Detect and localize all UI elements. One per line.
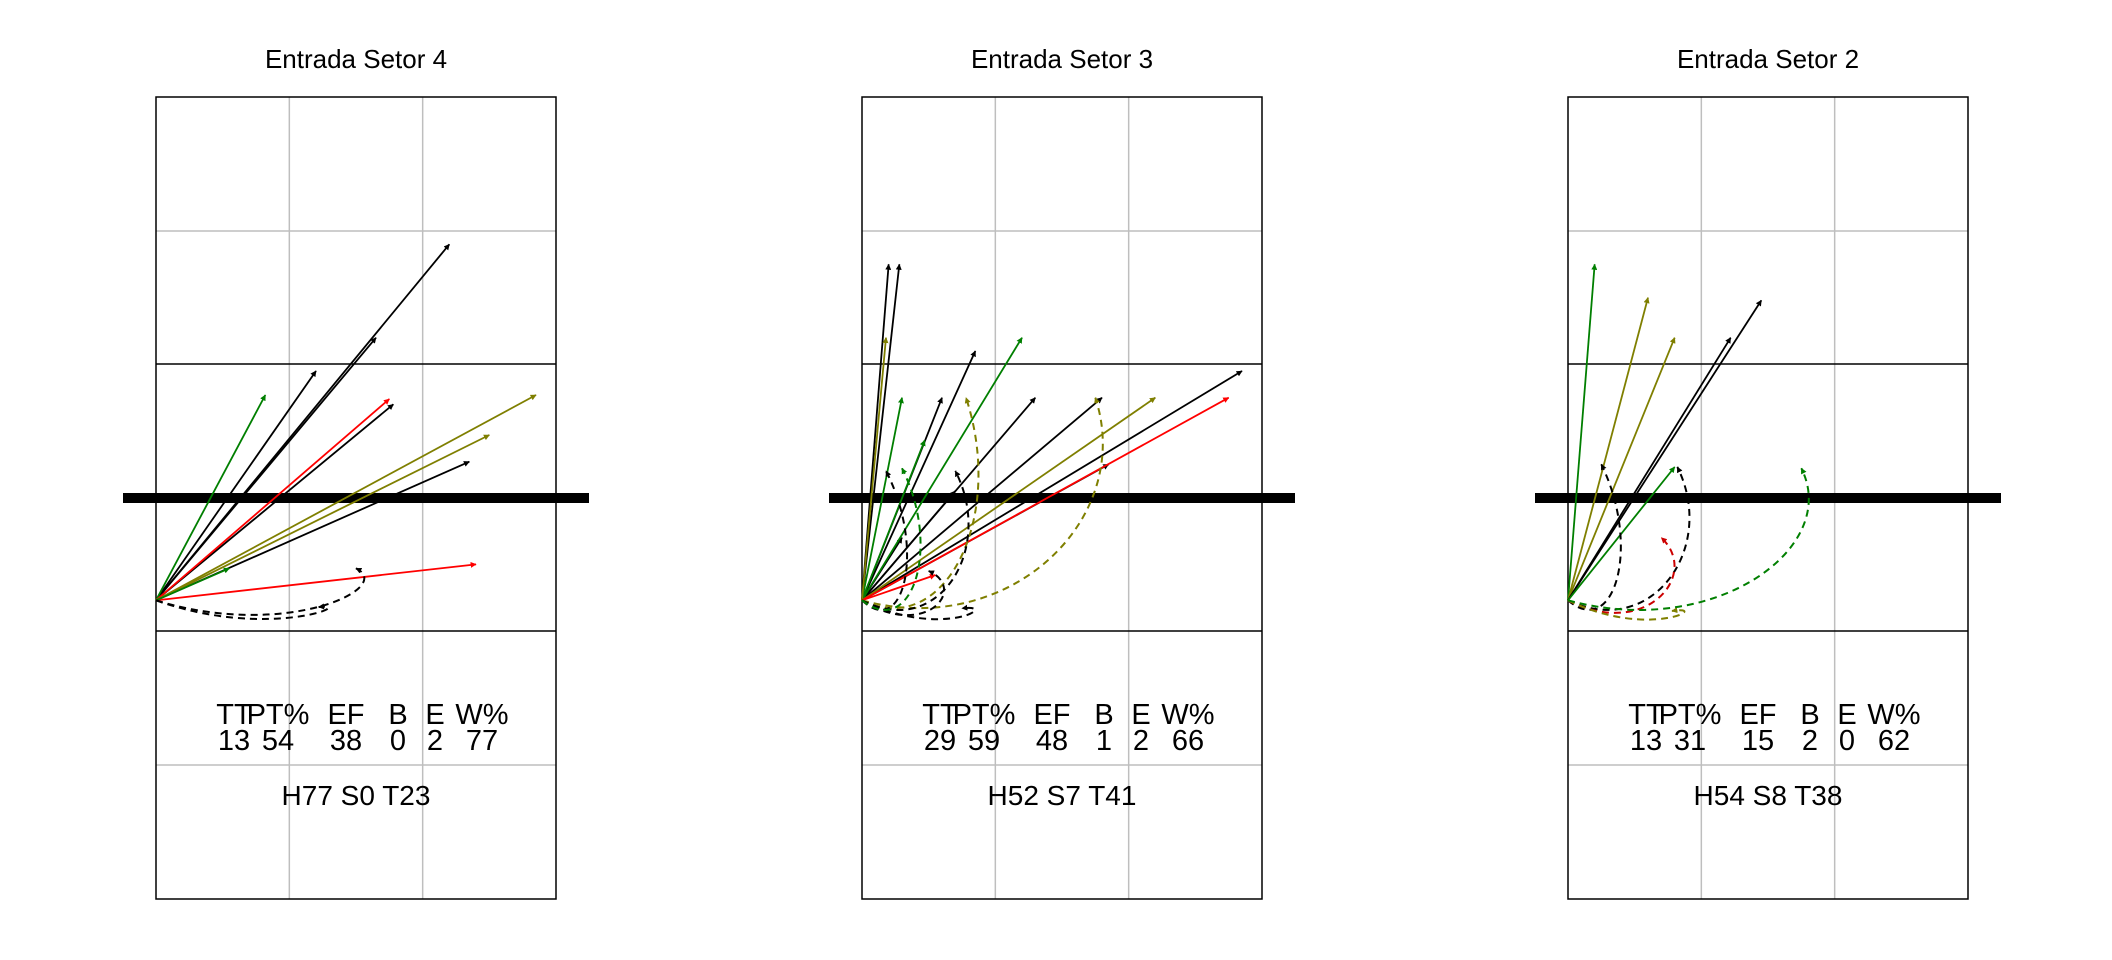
stat-value: 13 xyxy=(218,725,250,757)
stat-value: 59 xyxy=(968,725,1000,757)
panel-footer: H52 S7 T41 xyxy=(988,780,1137,811)
trajectory-arrow xyxy=(861,350,977,601)
trajectory-arrow xyxy=(861,490,957,601)
panel-footer: H54 S8 T38 xyxy=(1694,780,1843,811)
stat-header: B xyxy=(388,699,407,731)
stat-value: 54 xyxy=(262,725,294,757)
stat-value: 2 xyxy=(1133,725,1149,757)
stat-value: 13 xyxy=(1630,725,1662,757)
stat-value: 62 xyxy=(1878,725,1910,757)
stat-value: 0 xyxy=(1839,725,1855,757)
trajectory-arrow-dashed xyxy=(1567,463,1622,611)
stat-header: EF xyxy=(327,699,364,731)
stat-value: 38 xyxy=(330,725,362,757)
stat-value: 2 xyxy=(1802,725,1818,757)
stat-header: B xyxy=(1094,699,1113,731)
stat-header: TT xyxy=(1628,699,1664,731)
trajectory-arrow xyxy=(1567,337,1676,601)
stat-header: E xyxy=(1837,699,1856,731)
panel-title: Entrada Setor 2 xyxy=(1677,44,1859,74)
trajectory-arrow-dashed xyxy=(1567,466,1691,611)
trajectory-arrow xyxy=(861,370,1243,602)
stat-header: W% xyxy=(1867,699,1920,731)
stat-header: W% xyxy=(1161,699,1214,731)
stat-value: 1 xyxy=(1096,725,1112,757)
stat-header: TT xyxy=(216,699,252,731)
trajectory-arrow xyxy=(861,397,904,601)
stat-value: 48 xyxy=(1036,725,1068,757)
stat-header: B xyxy=(1800,699,1819,731)
stat-value: 15 xyxy=(1742,725,1774,757)
stat-header: E xyxy=(425,699,444,731)
trajectory-arrow-dashed xyxy=(155,567,366,616)
stat-header: W% xyxy=(455,699,508,731)
stat-header: PT% xyxy=(247,699,310,731)
trajectory-arrow-dashed xyxy=(861,397,1104,610)
trajectory-arrow xyxy=(861,573,936,602)
trajectory-arrow xyxy=(861,396,1156,602)
trajectory-arrow xyxy=(1567,337,1732,601)
panel-title: Entrada Setor 4 xyxy=(265,44,447,74)
stat-value: 29 xyxy=(924,725,956,757)
panel-footer: H77 S0 T23 xyxy=(282,780,431,811)
stat-header: PT% xyxy=(1659,699,1722,731)
trajectory-arrow xyxy=(861,439,926,601)
trajectory-arrow xyxy=(155,370,317,601)
stat-header: E xyxy=(1131,699,1150,731)
stat-value: 0 xyxy=(390,725,406,757)
trajectory-arrow xyxy=(155,337,377,601)
trajectory-arrow xyxy=(155,398,390,602)
trajectory-arrow-dashed xyxy=(861,599,976,621)
stat-header: EF xyxy=(1033,699,1070,731)
trajectory-arrow xyxy=(861,263,902,601)
stat-value: 66 xyxy=(1172,725,1204,757)
stat-header: PT% xyxy=(953,699,1016,731)
trajectory-arrow xyxy=(861,396,1103,602)
trajectory-arrow xyxy=(155,403,394,602)
panel-title: Entrada Setor 3 xyxy=(971,44,1153,74)
trajectory-arrow xyxy=(155,561,477,602)
stat-header: TT xyxy=(922,699,958,731)
stat-value: 2 xyxy=(427,725,443,757)
trajectory-arrow xyxy=(1567,263,1598,601)
stat-header: EF xyxy=(1739,699,1776,731)
trajectory-arrow xyxy=(861,337,889,601)
stat-value: 77 xyxy=(466,725,498,757)
trajectory-arrow-dashed xyxy=(1567,467,1810,611)
trajectory-arrow xyxy=(1567,299,1763,601)
trajectory-arrow xyxy=(155,394,537,602)
trajectory-arrow xyxy=(155,394,267,601)
trajectory-arrow xyxy=(1567,297,1650,601)
trajectory-arrow xyxy=(861,396,1230,602)
trajectory-arrow xyxy=(155,567,230,602)
trajectory-arrow-dashed xyxy=(1567,599,1686,621)
trajectory-arrow xyxy=(155,434,490,602)
trajectory-arrow-dashed xyxy=(861,570,946,617)
trajectory-arrow xyxy=(861,337,1023,601)
trajectory-arrow-dashed xyxy=(155,599,330,621)
stat-value: 31 xyxy=(1674,725,1706,757)
